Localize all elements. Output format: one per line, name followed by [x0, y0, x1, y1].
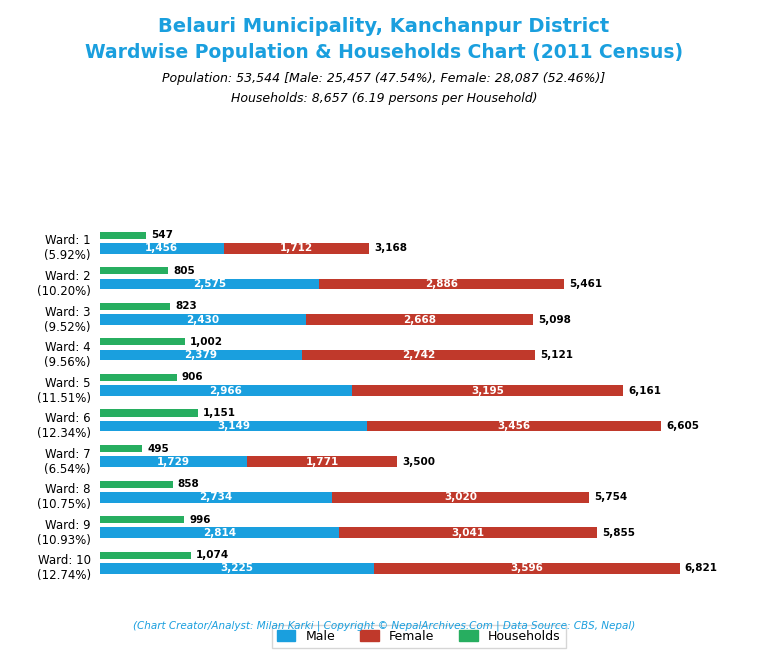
- Bar: [100, 386, 352, 396]
- Text: 1,729: 1,729: [157, 457, 190, 467]
- Text: 2,742: 2,742: [402, 350, 435, 360]
- Text: Population: 53,544 [Male: 25,457 (47.54%), Female: 28,087 (52.46%)]: Population: 53,544 [Male: 25,457 (47.54%…: [162, 72, 606, 85]
- Bar: [100, 303, 170, 310]
- Bar: [100, 563, 374, 573]
- Bar: [100, 314, 306, 325]
- Bar: [306, 314, 533, 325]
- Text: 823: 823: [175, 302, 197, 312]
- Text: (Chart Creator/Analyst: Milan Karki | Copyright © NepalArchives.Com | Data Sourc: (Chart Creator/Analyst: Milan Karki | Co…: [133, 621, 635, 631]
- Text: 3,225: 3,225: [220, 563, 253, 573]
- Bar: [100, 492, 333, 503]
- Bar: [100, 374, 177, 381]
- Text: 547: 547: [151, 230, 174, 240]
- Bar: [100, 551, 191, 559]
- Text: 2,966: 2,966: [210, 386, 243, 396]
- Bar: [100, 481, 173, 488]
- Text: 495: 495: [147, 444, 169, 454]
- Text: 1,456: 1,456: [145, 244, 178, 254]
- Bar: [333, 492, 589, 503]
- Text: 858: 858: [178, 479, 200, 489]
- Bar: [100, 338, 185, 346]
- Text: 1,712: 1,712: [280, 244, 313, 254]
- Bar: [100, 516, 184, 523]
- Text: 2,886: 2,886: [425, 279, 458, 289]
- Bar: [223, 243, 369, 254]
- Text: 1,002: 1,002: [190, 337, 223, 347]
- Text: 5,098: 5,098: [538, 314, 571, 324]
- Bar: [302, 350, 535, 360]
- Bar: [100, 421, 367, 432]
- Bar: [247, 456, 397, 467]
- Text: 3,020: 3,020: [444, 492, 477, 502]
- Text: Households: 8,657 (6.19 persons per Household): Households: 8,657 (6.19 persons per Hous…: [230, 92, 538, 105]
- Text: 2,575: 2,575: [193, 279, 226, 289]
- Text: Wardwise Population & Households Chart (2011 Census): Wardwise Population & Households Chart (…: [85, 43, 683, 63]
- Text: 906: 906: [182, 372, 204, 382]
- Text: 3,596: 3,596: [510, 563, 543, 573]
- Bar: [374, 563, 680, 573]
- Text: 3,500: 3,500: [402, 457, 435, 467]
- Bar: [100, 456, 247, 467]
- Text: 2,668: 2,668: [403, 314, 436, 324]
- Text: 3,041: 3,041: [452, 527, 485, 537]
- Text: 5,461: 5,461: [569, 279, 602, 289]
- Text: 3,195: 3,195: [472, 386, 504, 396]
- Bar: [100, 527, 339, 538]
- Text: 996: 996: [190, 515, 211, 525]
- Text: 6,161: 6,161: [628, 386, 661, 396]
- Bar: [367, 421, 661, 432]
- Text: 2,379: 2,379: [184, 350, 217, 360]
- Bar: [100, 350, 302, 360]
- Text: 2,734: 2,734: [200, 492, 233, 502]
- Bar: [100, 232, 147, 239]
- Text: 6,821: 6,821: [684, 563, 717, 573]
- Bar: [352, 386, 624, 396]
- Bar: [100, 278, 319, 289]
- Bar: [100, 445, 142, 452]
- Text: 3,456: 3,456: [498, 421, 531, 431]
- Legend: Male, Female, Households: Male, Female, Households: [272, 625, 565, 648]
- Bar: [100, 410, 197, 416]
- Text: 805: 805: [174, 266, 195, 276]
- Text: Belauri Municipality, Kanchanpur District: Belauri Municipality, Kanchanpur Distric…: [158, 17, 610, 36]
- Text: 2,814: 2,814: [203, 527, 236, 537]
- Text: 5,754: 5,754: [594, 492, 627, 502]
- Bar: [319, 278, 564, 289]
- Bar: [339, 527, 598, 538]
- Bar: [100, 267, 168, 274]
- Text: 2,430: 2,430: [187, 314, 220, 324]
- Bar: [100, 243, 223, 254]
- Text: 3,149: 3,149: [217, 421, 250, 431]
- Text: 1,771: 1,771: [306, 457, 339, 467]
- Text: 1,074: 1,074: [196, 550, 230, 560]
- Text: 1,151: 1,151: [203, 408, 236, 418]
- Text: 5,855: 5,855: [603, 527, 636, 537]
- Text: 3,168: 3,168: [374, 244, 407, 254]
- Text: 5,121: 5,121: [540, 350, 573, 360]
- Text: 6,605: 6,605: [667, 421, 700, 431]
